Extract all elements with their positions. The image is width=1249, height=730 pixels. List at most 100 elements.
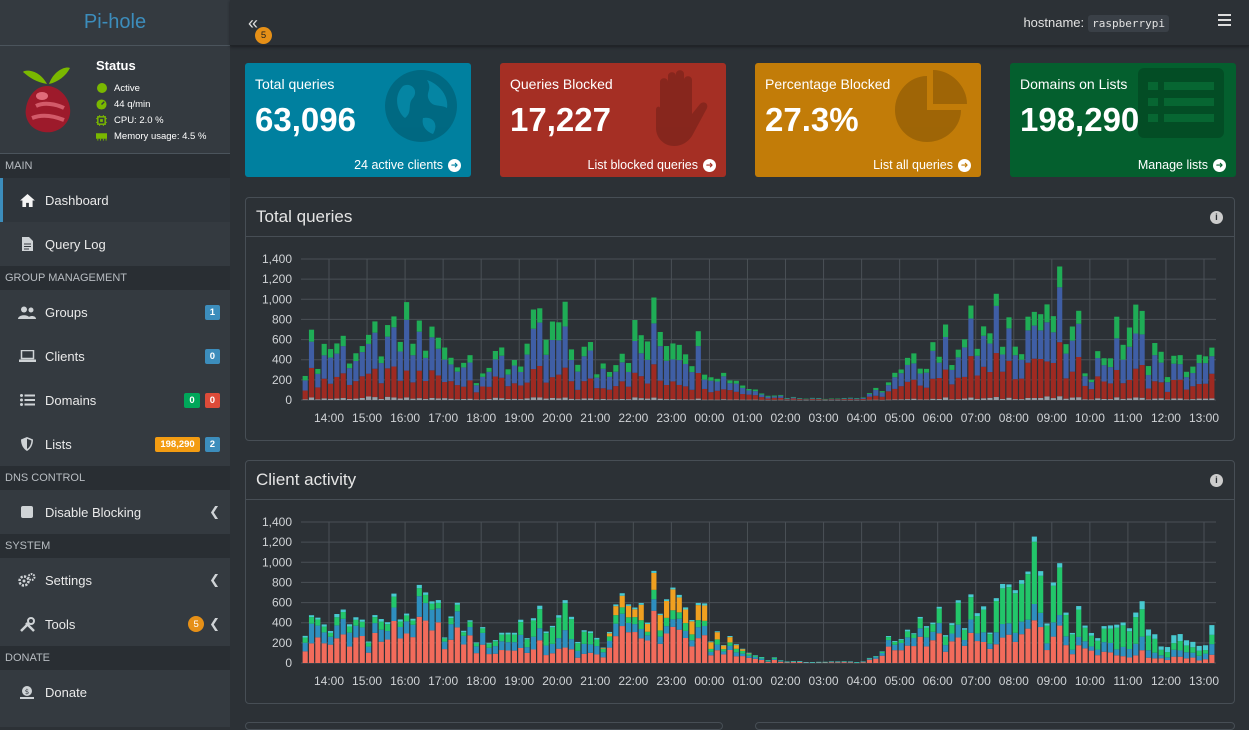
sidebar-item-domains[interactable]: Domains 0 0 xyxy=(0,378,230,422)
total-queries-chart[interactable]: 1,400 1,200 1,000 800 600 400 200 0 14:00 15:00 16… xyxy=(246,237,1234,440)
bar-segment xyxy=(1038,314,1044,331)
bar-segment xyxy=(644,359,651,384)
bar-segment xyxy=(1202,645,1209,651)
bar-segment xyxy=(568,360,575,382)
hamburger-menu-icon[interactable] xyxy=(1218,14,1231,29)
status-rate: 44 q/min xyxy=(96,96,206,112)
bar-segment xyxy=(1145,399,1152,400)
bar-segment xyxy=(315,387,321,400)
bar-segment xyxy=(1031,620,1037,663)
bar-segment xyxy=(1082,399,1088,400)
bar-segment xyxy=(835,661,841,662)
bar-segment xyxy=(873,399,879,401)
sidebar-item-dashboard[interactable]: Dashboard xyxy=(0,178,230,222)
bar-segment xyxy=(847,398,854,399)
bar-segment xyxy=(1177,641,1183,651)
bar-segment xyxy=(1183,377,1190,390)
bar-segment xyxy=(1152,398,1158,400)
bar-segment xyxy=(721,376,727,390)
bar-segment xyxy=(866,393,873,394)
bar-segment xyxy=(733,391,739,400)
sidebar-item-clients[interactable]: Clients 0 xyxy=(0,334,230,378)
bar-segment xyxy=(606,631,613,634)
bar-segment xyxy=(721,372,727,377)
bar-segment xyxy=(993,293,999,306)
bar-segment xyxy=(334,343,340,354)
bar-segment xyxy=(1209,373,1215,399)
bar-segment xyxy=(1076,636,1082,646)
bar-segment xyxy=(423,357,429,381)
bar-segment xyxy=(1139,609,1145,637)
bar-segment xyxy=(397,351,403,381)
bar-segment xyxy=(372,321,378,333)
bar-segment xyxy=(486,642,492,644)
bar-segment xyxy=(302,380,308,391)
bar-segment xyxy=(619,613,625,627)
bar-segment xyxy=(765,398,771,400)
bar-segment xyxy=(486,367,492,372)
bar-segment xyxy=(987,634,993,644)
bar-segment xyxy=(391,596,397,608)
bar-segment xyxy=(1171,643,1177,650)
bar-segment xyxy=(721,651,727,655)
info-icon[interactable]: i xyxy=(1210,211,1223,224)
bar-segment xyxy=(733,399,739,401)
bar-segment xyxy=(511,359,517,366)
hostname-label: hostname: xyxy=(1023,15,1085,30)
bar-segment xyxy=(473,643,479,647)
bar-segment xyxy=(1063,344,1069,354)
bar-segment xyxy=(885,385,892,392)
bar-segment xyxy=(1183,399,1190,400)
status-panel: Status Active 44 q/min CPU: 2.0 % Memory… xyxy=(0,46,230,154)
brand-logo-text[interactable]: Pi-hole xyxy=(0,0,230,46)
bar-segment xyxy=(695,602,701,606)
sidebar-item-settings[interactable]: Settings ❮ xyxy=(0,558,230,602)
bar-segment xyxy=(911,634,917,639)
bar-segment xyxy=(473,399,479,400)
notification-count-badge[interactable]: 5 xyxy=(255,27,272,44)
bar-segment xyxy=(613,371,619,387)
manage-lists-link[interactable]: Manage lists ➜ xyxy=(1138,158,1226,172)
bar-segment xyxy=(429,630,435,663)
bar-segment xyxy=(917,399,923,400)
bar-segment xyxy=(1019,583,1025,622)
sidebar-item-disable-blocking[interactable]: Disable Blocking ❮ xyxy=(0,490,230,534)
bar-segment xyxy=(1088,646,1094,651)
bar-segment xyxy=(885,637,892,641)
bar-segment xyxy=(562,630,568,648)
bar-segment xyxy=(1183,652,1190,659)
bar-segment xyxy=(429,326,435,338)
bar-segment xyxy=(822,399,828,401)
bar-segment xyxy=(619,595,625,608)
bar-segment xyxy=(429,609,435,631)
chevron-left-icon: ❮ xyxy=(209,572,220,587)
active-clients-link[interactable]: 24 active clients ➜ xyxy=(354,158,461,172)
bar-segment xyxy=(1025,571,1031,575)
client-activity-chart[interactable]: 1,400 1,200 1,000 800 600 400 200 0 14:00 15:00 16… xyxy=(246,500,1234,703)
bar-segment xyxy=(1158,658,1164,663)
list-all-queries-link[interactable]: List all queries ➜ xyxy=(873,158,971,172)
sidebar-item-donate[interactable]: $ Donate xyxy=(0,670,230,714)
bar-segment xyxy=(530,649,537,663)
sidebar-item-query-log[interactable]: Query Log xyxy=(0,222,230,266)
bar-segment xyxy=(327,636,334,645)
bar-segment xyxy=(740,650,746,654)
info-icon[interactable]: i xyxy=(1210,474,1223,487)
bar-segment xyxy=(505,369,511,375)
x-tick-label: 18:00 xyxy=(466,411,496,425)
bar-segment xyxy=(828,399,835,401)
bar-segment xyxy=(936,362,942,379)
angle-double-left-icon[interactable]: « xyxy=(248,13,259,33)
sidebar-item-lists[interactable]: Lists 198,290 2 xyxy=(0,422,230,466)
bar-segment xyxy=(1057,563,1063,568)
list-blocked-queries-link[interactable]: List blocked queries ➜ xyxy=(588,158,716,172)
bar-segment xyxy=(1095,640,1101,650)
bar-segment xyxy=(1126,379,1133,399)
sidebar-item-groups[interactable]: Groups 1 xyxy=(0,290,230,334)
sidebar-item-tools[interactable]: Tools 5 ❮ xyxy=(0,602,230,646)
bar-segment xyxy=(619,362,625,382)
bar-segment xyxy=(1158,655,1164,659)
bar-segment xyxy=(594,646,600,655)
status-active: Active xyxy=(96,80,206,96)
bar-segment xyxy=(708,648,714,652)
